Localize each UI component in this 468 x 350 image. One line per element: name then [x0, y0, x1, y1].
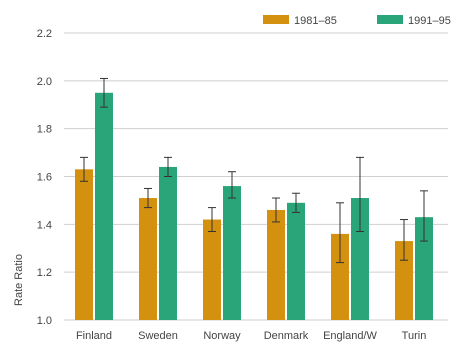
x-tick-label: Sweden	[138, 330, 178, 342]
gridlines	[64, 32, 448, 321]
bars	[75, 92, 433, 321]
legend-label: 1991–95	[408, 15, 451, 27]
legend: 1981–85 1991–95	[263, 15, 451, 27]
bar-1981-85-sweden	[139, 198, 157, 320]
y-tick-label: 2.0	[37, 76, 52, 88]
y-tick-label: 1.6	[37, 172, 52, 184]
error-bars	[80, 77, 428, 264]
y-tick-label: 2.2	[37, 28, 52, 40]
x-tick-label: Denmark	[264, 330, 309, 342]
y-tick-label: 1.8	[37, 124, 52, 136]
x-tick-label: England/W	[323, 330, 377, 342]
legend-swatch	[377, 15, 403, 24]
bar-1991-95-englandw	[351, 198, 369, 320]
x-tick-label: Turin	[402, 330, 427, 342]
bar-1991-95-norway	[223, 186, 241, 320]
y-tick-label: 1.2	[37, 267, 52, 279]
x-tick-label: Norway	[203, 330, 241, 342]
bar-1981-85-turin	[395, 241, 413, 320]
y-axis-ticks: 1.0 1.2 1.4 1.6 1.8 2.0 2.2	[37, 28, 52, 327]
legend-label: 1981–85	[294, 15, 337, 27]
bar-1981-85-denmark	[267, 209, 285, 320]
bar-1991-95-finland	[95, 92, 113, 321]
bar-1981-85-finland	[75, 169, 93, 320]
bar-1981-85-norway	[203, 219, 221, 320]
bar-1991-95-denmark	[287, 202, 305, 320]
y-tick-label: 1.0	[37, 315, 52, 327]
legend-swatch	[263, 15, 289, 24]
bar-1991-95-sweden	[159, 166, 177, 320]
y-axis-label: Rate Ratio	[13, 254, 25, 306]
x-tick-label: Finland	[76, 330, 112, 342]
y-tick-label: 1.4	[37, 219, 52, 231]
x-axis-ticks: Finland Sweden Norway Denmark England/W Turin	[76, 330, 426, 342]
bar-1981-85-englandw	[331, 233, 349, 320]
bar-1991-95-turin	[415, 217, 433, 320]
